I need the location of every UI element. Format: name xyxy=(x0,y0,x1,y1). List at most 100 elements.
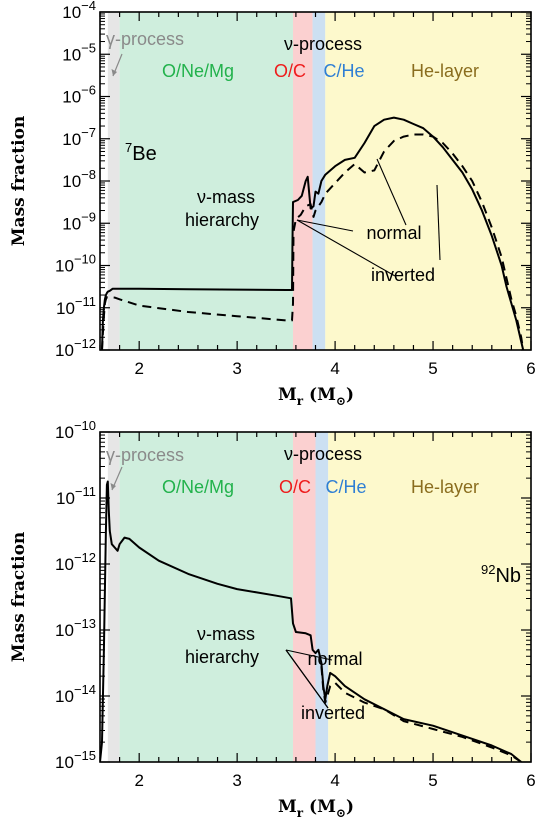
x-tick-label: 4 xyxy=(330,771,339,790)
isotope-mass-number: 92 xyxy=(481,562,495,577)
y-tick-exponent: −7 xyxy=(81,125,96,140)
y-tick-exponent: −5 xyxy=(81,40,96,55)
x-tick-label: 3 xyxy=(232,771,241,790)
y-tick-label: 10−4 xyxy=(62,0,96,22)
annotation-leader-line xyxy=(296,219,354,232)
y-tick-label: 10−15 xyxy=(55,748,96,772)
x-axis-title-unit: (M xyxy=(303,385,336,405)
region-label: C/He xyxy=(323,61,364,81)
y-tick-base: 10 xyxy=(56,489,75,508)
x-axis-title-main: M xyxy=(278,385,297,405)
series-line-normal xyxy=(101,116,525,350)
bottom-chart-panel: γ-process O/Ne/Mg O/C C/He He-layer ν-process… xyxy=(9,418,536,820)
y-tick-label: 10−11 xyxy=(56,484,96,508)
top-chart-panel: γ-process O/Ne/Mg O/C C/He He-layer ν-process… xyxy=(9,0,536,408)
gamma-process-arrowhead xyxy=(111,69,117,76)
annotation-hierarchy: hierarchy xyxy=(185,647,259,667)
y-tick-exponent: −13 xyxy=(74,616,96,631)
region-label: O/C xyxy=(274,61,306,81)
region-label: He-layer xyxy=(411,61,479,81)
y-tick-base: 10 xyxy=(55,555,74,574)
region-label: O/Ne/Mg xyxy=(162,61,234,81)
y-tick-exponent: −14 xyxy=(74,682,96,697)
y-tick-label: 10−12 xyxy=(55,550,96,574)
y-tick-base: 10 xyxy=(62,214,81,233)
region-label: γ-process xyxy=(106,445,184,465)
y-tick-base: 10 xyxy=(62,172,81,191)
x-axis-title-main: M xyxy=(278,797,297,817)
y-tick-base: 10 xyxy=(55,423,74,442)
y-tick-base: 10 xyxy=(55,687,74,706)
region-label: O/Ne/Mg xyxy=(162,477,234,497)
y-tick-label: 10−12 xyxy=(55,336,96,360)
annotation-inverted: inverted xyxy=(371,265,435,285)
region-band-o-c xyxy=(292,12,313,350)
y-tick-exponent: −10 xyxy=(74,418,96,433)
x-axis-title-close: ) xyxy=(346,797,354,817)
annotation-leader-line xyxy=(376,158,407,226)
annotation-inverted: inverted xyxy=(301,703,365,723)
annotation-nu-mass: ν-mass xyxy=(197,187,255,207)
isotope-symbol: Nb xyxy=(495,565,521,587)
series-line-inverted xyxy=(101,133,525,350)
y-tick-exponent: −12 xyxy=(74,336,96,351)
annotation-leader-line xyxy=(296,219,396,277)
region-label: O/C xyxy=(279,477,311,497)
y-tick-base: 10 xyxy=(62,130,81,149)
y-tick-base: 10 xyxy=(55,621,74,640)
y-tick-base: 10 xyxy=(55,753,74,772)
annotation-nu-mass: ν-mass xyxy=(197,624,255,644)
y-axis-title: Mass fraction xyxy=(9,116,29,247)
y-axis-title: Mass fraction xyxy=(9,532,29,663)
annotation-hierarchy: hierarchy xyxy=(185,210,259,230)
y-tick-base: 10 xyxy=(62,45,81,64)
region-band--process xyxy=(107,432,120,762)
annotation-normal: normal xyxy=(366,223,421,243)
isotope-symbol: Be xyxy=(132,143,156,165)
series-line-inverted xyxy=(320,666,522,762)
region-label: C/He xyxy=(325,477,366,497)
y-tick-exponent: −8 xyxy=(81,167,96,182)
annotation-leader-line xyxy=(285,649,329,709)
x-axis-title-sun-symbol: ⊙ xyxy=(336,394,346,408)
nu-process-label: ν-process xyxy=(284,444,362,464)
y-tick-label: 10−14 xyxy=(55,682,96,706)
y-tick-label: 10−10 xyxy=(55,418,96,442)
annotation-leader-line xyxy=(285,649,333,661)
region-band-o-c xyxy=(292,432,316,762)
y-tick-label: 10−7 xyxy=(62,125,96,149)
y-tick-label: 10−6 xyxy=(62,83,96,107)
region-label: γ-process xyxy=(106,29,184,49)
x-tick-label: 2 xyxy=(134,771,143,790)
y-tick-base: 10 xyxy=(62,3,81,22)
x-tick-label: 5 xyxy=(428,359,437,378)
y-tick-exponent: −12 xyxy=(74,550,96,565)
isotope-label: 7Be xyxy=(125,140,157,165)
y-tick-base: 10 xyxy=(55,341,74,360)
y-tick-exponent: −4 xyxy=(81,0,96,13)
y-tick-label: 10−10 xyxy=(55,252,96,276)
y-tick-label: 10−13 xyxy=(55,616,96,640)
isotope-mass-number: 7 xyxy=(125,140,132,155)
isotope-label: 92Nb xyxy=(481,562,521,587)
y-tick-exponent: −10 xyxy=(74,252,96,267)
region-band-o-ne-mg xyxy=(119,432,293,762)
y-tick-base: 10 xyxy=(56,299,75,318)
region-label: He-layer xyxy=(411,477,479,497)
y-tick-label: 10−9 xyxy=(62,209,96,233)
x-tick-label: 4 xyxy=(330,359,339,378)
x-tick-label: 3 xyxy=(232,359,241,378)
x-axis-title-unit: (M xyxy=(303,797,336,817)
gamma-process-arrowhead xyxy=(110,483,116,490)
region-band-he-layer xyxy=(328,432,531,762)
region-band-he-layer xyxy=(325,12,531,350)
region-band-c-he xyxy=(312,12,326,350)
y-tick-exponent: −6 xyxy=(81,83,96,98)
x-axis-title-close: ) xyxy=(346,385,354,405)
region-band-c-he xyxy=(315,432,329,762)
y-tick-exponent: −11 xyxy=(75,484,96,499)
y-tick-exponent: −9 xyxy=(81,209,96,224)
y-tick-label: 10−11 xyxy=(56,294,96,318)
x-axis-title-sun-symbol: ⊙ xyxy=(336,806,346,820)
